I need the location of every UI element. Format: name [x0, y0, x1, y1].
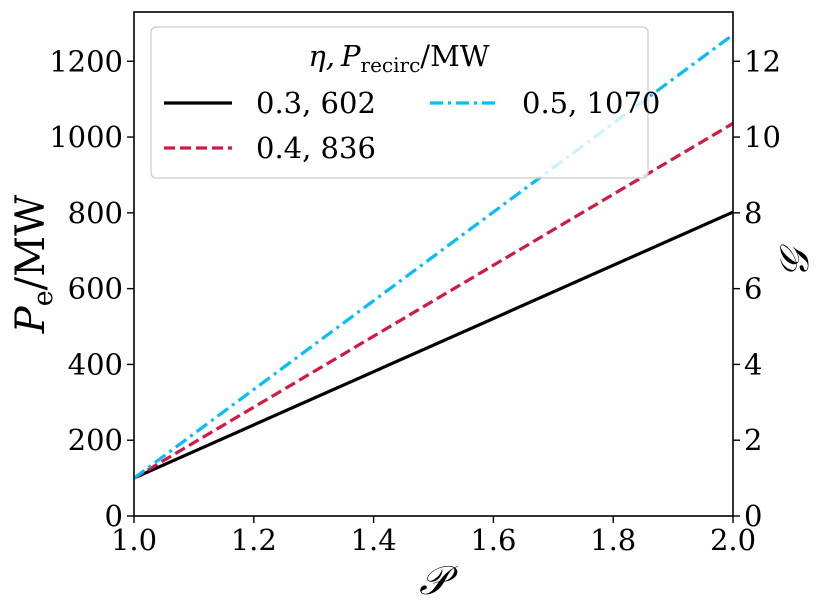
- series-line-2: [133, 122, 734, 480]
- x-tick-label: 2.0: [710, 523, 756, 557]
- x-tick-label: 1.0: [111, 523, 157, 557]
- y-tick-label: 0: [105, 499, 123, 533]
- legend-box: [150, 26, 649, 179]
- y2-axis-label: 𝒢: [772, 243, 818, 278]
- y2-tick-label: 6: [744, 272, 762, 306]
- y-tick-label: 400: [68, 347, 123, 381]
- y2-tick-label: 0: [744, 499, 762, 533]
- y-tick-label: 800: [68, 196, 123, 230]
- series-line-3: [133, 33, 734, 480]
- legend-label-2: 0.4, 836: [256, 131, 376, 165]
- legend-items: 0.3, 602 0.4, 836 0.5, 1070: [164, 86, 660, 165]
- y-tick-label: 1200: [49, 44, 123, 78]
- legend: η, Precirc/MW 0.3, 602 0.4, 836 0.5, 1070: [150, 26, 660, 179]
- series-lines: [133, 33, 734, 480]
- x-axis-label: 𝒫: [419, 558, 459, 604]
- y2-tick-label: 4: [744, 347, 762, 381]
- y-tick-label: 200: [68, 423, 123, 457]
- y-tick-label: 1000: [49, 120, 123, 154]
- series-line-1: [133, 210, 734, 480]
- x-tick-label: 1.6: [470, 523, 516, 557]
- y2-tick-label: 10: [744, 120, 781, 154]
- y-axis-label: Pe/MW: [8, 195, 59, 334]
- legend-title: η, Precirc/MW: [308, 39, 489, 77]
- ticks: 1.0 1.2 1.4 1.6 1.8 2.00200400600800100012000…: [49, 44, 781, 557]
- y-tick-label: 600: [68, 272, 123, 306]
- legend-label-1: 0.3, 602: [256, 86, 376, 120]
- legend-label-3: 0.5, 1070: [522, 86, 660, 120]
- x-tick-label: 1.8: [590, 523, 636, 557]
- x-tick-label: 1.4: [351, 523, 397, 557]
- y2-tick-label: 12: [744, 44, 781, 78]
- y2-tick-label: 2: [744, 423, 762, 457]
- plot-frame: [133, 11, 734, 517]
- y2-tick-label: 8: [744, 196, 762, 230]
- x-tick-label: 1.2: [231, 523, 277, 557]
